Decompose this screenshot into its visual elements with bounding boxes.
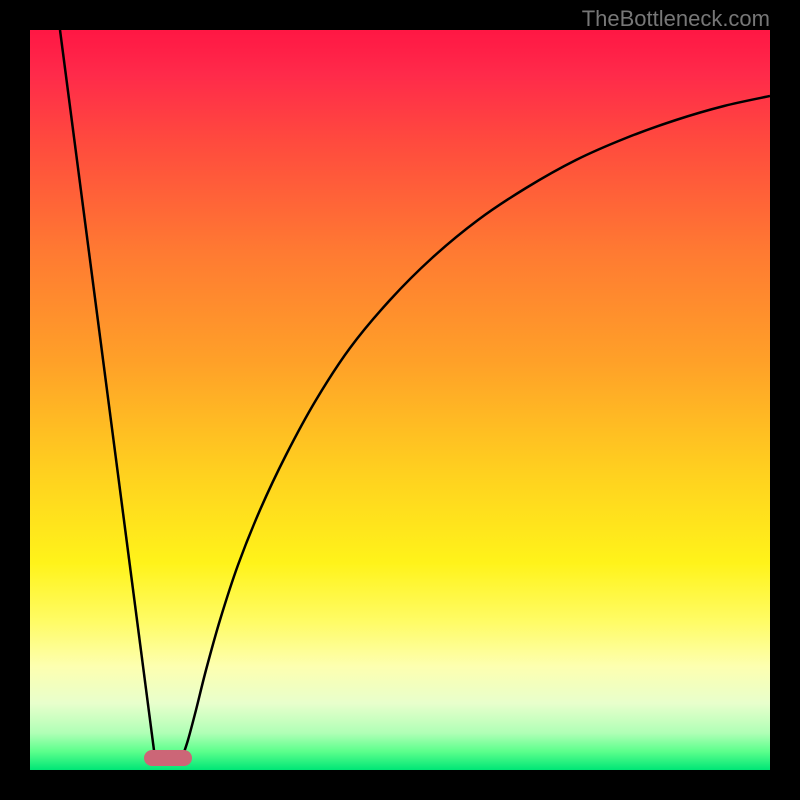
left-curve (60, 30, 155, 758)
curve-layer (30, 30, 770, 770)
watermark-text: TheBottleneck.com (582, 6, 770, 32)
right-curve (182, 96, 770, 758)
bottleneck-marker (144, 750, 192, 766)
chart-container: { "chart": { "type": "line-gradient", "c… (0, 0, 800, 800)
plot-area (30, 30, 770, 770)
